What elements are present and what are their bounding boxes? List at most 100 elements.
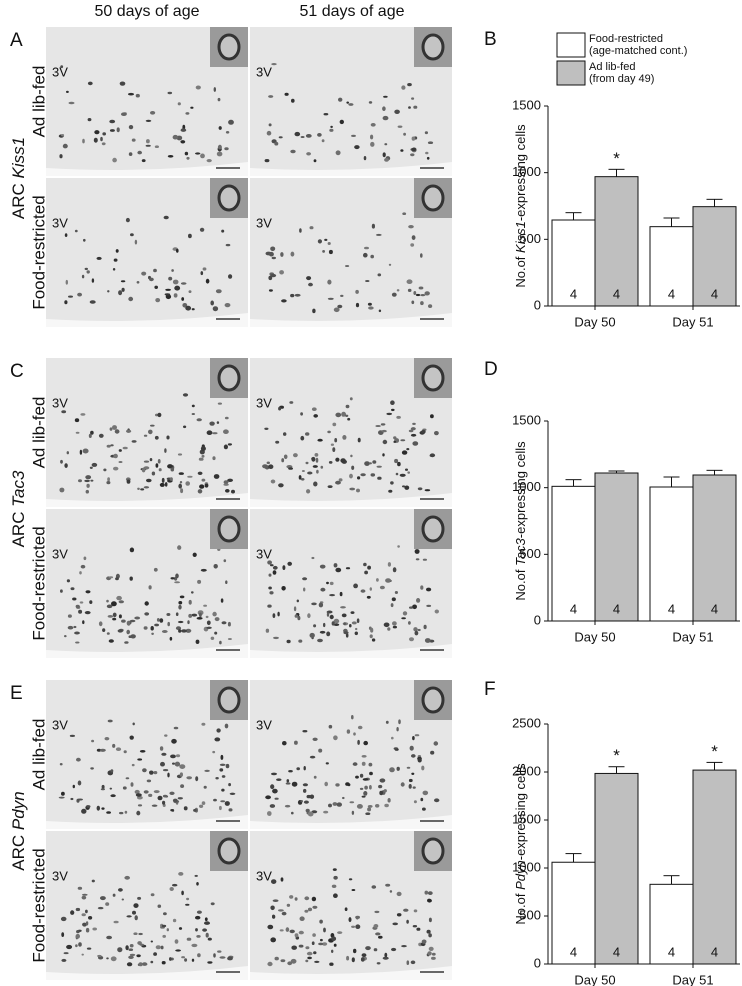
cell-dot: [427, 891, 433, 895]
cell-dot: [311, 407, 317, 412]
bar: [649, 486, 694, 622]
cell-dot: [296, 599, 299, 603]
cell-dot: [178, 872, 184, 876]
cell-dot: [420, 301, 424, 306]
cell-dot: [426, 156, 430, 160]
cell-dot: [159, 746, 164, 751]
cell-dot: [214, 631, 218, 635]
cell-dot: [351, 925, 356, 928]
cell-dot: [60, 65, 64, 69]
cell-dot: [391, 597, 396, 602]
cell-dot: [382, 106, 386, 111]
cell-dot: [203, 604, 208, 607]
ventricle-label: 3V: [52, 868, 68, 883]
y-tick-label: 0: [534, 297, 541, 312]
cell-dot: [69, 734, 75, 738]
cell-dot: [229, 792, 236, 795]
cell-dot: [161, 924, 167, 928]
cell-dot: [382, 439, 388, 445]
cell-dot: [356, 488, 360, 493]
x-tick-label: Day 50: [574, 314, 615, 329]
row-group-label: ARC Tac3: [9, 470, 28, 547]
cell-dot: [59, 763, 63, 766]
tissue-edge: [46, 966, 248, 980]
cell-dot: [281, 299, 287, 303]
cell-dot: [100, 788, 105, 791]
legend-note: (age-matched cont.): [589, 45, 687, 57]
cell-dot: [80, 413, 86, 416]
cell-dot: [384, 803, 389, 808]
cell-dot: [346, 955, 350, 961]
cell-dot: [401, 450, 408, 455]
cell-dot: [228, 783, 232, 787]
cell-dot: [369, 634, 373, 639]
inset-cell: [421, 184, 445, 212]
cell-dot: [363, 562, 367, 567]
cell-dot: [353, 583, 358, 589]
cell-dot: [221, 229, 225, 233]
cell-dot: [379, 778, 386, 783]
cell-dot: [179, 595, 185, 599]
cell-dot: [428, 946, 434, 952]
cell-dot: [191, 413, 195, 415]
cell-dot: [204, 921, 210, 925]
cell-dot: [402, 212, 407, 215]
cell-dot: [313, 775, 317, 779]
cell-dot: [406, 919, 409, 924]
bar: [551, 219, 596, 307]
cell-dot: [84, 611, 91, 615]
cell-dot: [179, 764, 186, 769]
cell-dot: [425, 151, 429, 155]
cell-dot: [407, 83, 412, 87]
cell-dot: [288, 770, 293, 773]
bar: [594, 772, 639, 965]
cell-dot: [140, 488, 145, 491]
cell-dot: [314, 453, 319, 457]
cell-dot: [267, 604, 272, 608]
cell-dot: [186, 776, 192, 780]
cell-dot: [415, 558, 420, 561]
cell-dot: [274, 797, 279, 800]
cell-dot: [163, 769, 169, 772]
cell-dot: [422, 807, 426, 811]
cell-dot: [187, 620, 190, 625]
cell-dot: [175, 626, 182, 631]
cell-dot: [61, 791, 65, 796]
cell-dot: [178, 472, 184, 475]
cell-dot: [333, 893, 338, 898]
cell-dot: [155, 945, 161, 950]
cell-dot: [112, 612, 117, 618]
cell-dot: [61, 958, 67, 962]
tissue-edge: [250, 644, 452, 658]
cell-dot: [427, 141, 434, 144]
cell-dot: [112, 893, 116, 897]
cell-dot: [312, 905, 318, 909]
cell-dot: [265, 628, 270, 633]
cell-dot: [305, 808, 310, 813]
cell-dot: [66, 451, 70, 455]
cell-dot: [352, 762, 358, 766]
cell-dot: [394, 458, 399, 464]
cell-dot: [200, 446, 206, 452]
cell-dot: [201, 478, 206, 482]
cell-dot: [426, 587, 432, 592]
cell-dot: [396, 913, 402, 917]
cell-dot: [87, 118, 92, 122]
cell-dot: [280, 252, 284, 257]
cell-dot: [213, 564, 218, 569]
cell-dot: [374, 910, 380, 914]
cell-dot: [182, 303, 188, 308]
cell-dot: [267, 811, 272, 816]
n-label: 4: [570, 286, 577, 301]
cell-dot: [317, 133, 322, 137]
cell-dot: [319, 630, 326, 634]
cell-dot: [311, 896, 317, 902]
cell-dot: [360, 473, 366, 477]
cell-dot: [367, 807, 372, 812]
cell-dot: [148, 429, 153, 435]
cell-dot: [151, 632, 154, 635]
cell-dot: [402, 485, 406, 488]
cell-dot: [91, 278, 95, 283]
n-label: 4: [570, 601, 577, 616]
cell-dot: [313, 414, 319, 418]
